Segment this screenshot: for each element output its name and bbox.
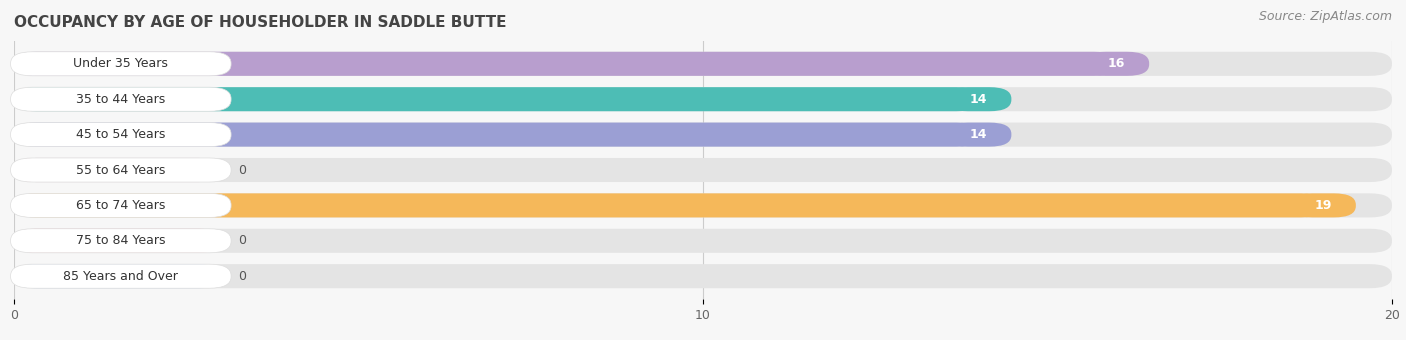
FancyBboxPatch shape [11, 229, 231, 253]
FancyBboxPatch shape [11, 264, 231, 288]
FancyBboxPatch shape [14, 193, 1392, 218]
Text: 65 to 74 Years: 65 to 74 Years [76, 199, 166, 212]
FancyBboxPatch shape [946, 87, 1011, 111]
Text: 45 to 54 Years: 45 to 54 Years [76, 128, 166, 141]
FancyBboxPatch shape [11, 122, 231, 147]
Text: OCCUPANCY BY AGE OF HOUSEHOLDER IN SADDLE BUTTE: OCCUPANCY BY AGE OF HOUSEHOLDER IN SADDL… [14, 15, 506, 30]
Text: 14: 14 [970, 93, 987, 106]
FancyBboxPatch shape [1084, 52, 1149, 76]
Text: 14: 14 [970, 128, 987, 141]
Text: 16: 16 [1108, 57, 1125, 70]
FancyBboxPatch shape [11, 158, 231, 182]
Text: 0: 0 [238, 234, 246, 247]
FancyBboxPatch shape [11, 52, 231, 76]
FancyBboxPatch shape [14, 52, 1392, 76]
Text: 75 to 84 Years: 75 to 84 Years [76, 234, 166, 247]
FancyBboxPatch shape [946, 122, 1011, 147]
FancyBboxPatch shape [14, 264, 221, 288]
FancyBboxPatch shape [1291, 193, 1355, 218]
Text: Under 35 Years: Under 35 Years [73, 57, 169, 70]
FancyBboxPatch shape [11, 87, 231, 111]
FancyBboxPatch shape [14, 264, 1392, 288]
FancyBboxPatch shape [14, 122, 1392, 147]
FancyBboxPatch shape [14, 193, 1323, 218]
FancyBboxPatch shape [14, 87, 979, 111]
Text: 55 to 64 Years: 55 to 64 Years [76, 164, 166, 176]
FancyBboxPatch shape [14, 87, 1392, 111]
FancyBboxPatch shape [14, 229, 221, 253]
FancyBboxPatch shape [14, 158, 1392, 182]
Text: 0: 0 [238, 164, 246, 176]
FancyBboxPatch shape [14, 52, 1116, 76]
FancyBboxPatch shape [14, 229, 1392, 253]
FancyBboxPatch shape [11, 193, 231, 218]
Text: 35 to 44 Years: 35 to 44 Years [76, 93, 166, 106]
Text: 85 Years and Over: 85 Years and Over [63, 270, 179, 283]
Text: Source: ZipAtlas.com: Source: ZipAtlas.com [1258, 10, 1392, 23]
FancyBboxPatch shape [14, 122, 979, 147]
Text: 0: 0 [238, 270, 246, 283]
Text: 19: 19 [1315, 199, 1331, 212]
FancyBboxPatch shape [14, 158, 221, 182]
